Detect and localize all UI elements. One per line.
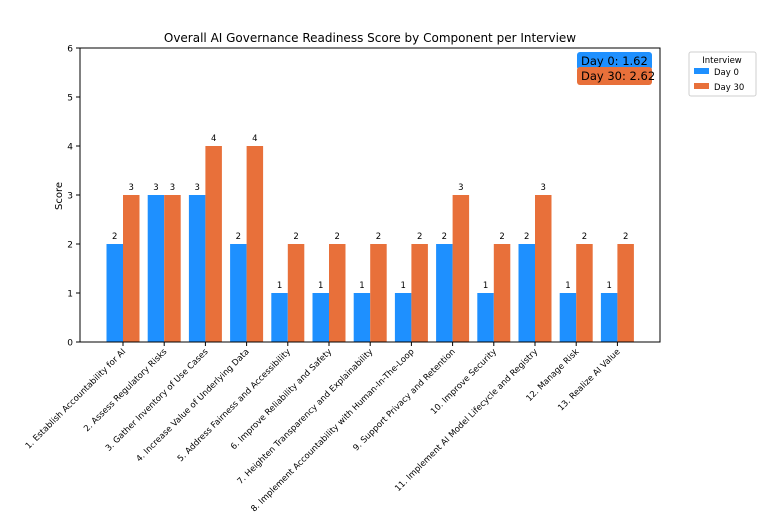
chart-title: Overall AI Governance Readiness Score by… (164, 31, 576, 45)
average-day30-text: Day 30: 2.62 (581, 69, 655, 83)
bar-value-label: 1 (606, 281, 611, 291)
legend-swatch-day0 (694, 68, 709, 74)
bar-value-label: 2 (442, 232, 447, 242)
legend-swatch-day30 (694, 83, 709, 89)
bar-day0 (353, 293, 371, 342)
bar-value-label: 1 (277, 281, 282, 291)
average-badge-day30: Day 30: 2.62 (577, 67, 655, 85)
y-tick-label: 0 (67, 339, 73, 349)
bar-day0 (600, 293, 618, 342)
legend-label-day0: Day 0 (714, 68, 739, 78)
bar-day30 (370, 244, 387, 342)
legend-title: Interview (702, 56, 742, 66)
bar-day30 (246, 146, 264, 342)
bar-day30 (493, 244, 511, 342)
bar-day30 (123, 195, 140, 342)
bar-day0 (394, 293, 412, 342)
bar-value-label: 2 (112, 232, 117, 242)
bar-day0 (188, 195, 206, 342)
bar-day0 (271, 293, 288, 342)
bar-value-label: 1 (400, 281, 405, 291)
bar-value-label: 2 (236, 232, 241, 242)
bar-value-label: 2 (582, 232, 587, 242)
bar-day0 (559, 293, 577, 342)
bar-day30 (287, 244, 305, 342)
y-tick-label: 3 (67, 192, 73, 202)
average-day0-text: Day 0: 1.62 (581, 54, 648, 68)
bar-value-label: 2 (376, 232, 381, 242)
bar-value-label: 3 (194, 183, 199, 193)
bar-day0 (436, 244, 453, 342)
bar-day30 (411, 244, 428, 342)
bar-day30 (535, 195, 552, 342)
bar-value-label: 1 (483, 281, 488, 291)
bar-day30 (576, 244, 593, 342)
bar-day30 (205, 146, 222, 342)
bar-value-label: 3 (170, 183, 175, 193)
y-tick-label: 1 (67, 290, 73, 300)
bar-value-label: 3 (153, 183, 158, 193)
bar-day30 (329, 244, 346, 342)
bar-day0 (106, 244, 123, 342)
y-axis-label: Score (54, 182, 65, 210)
y-tick-label: 4 (67, 143, 73, 153)
plot-frame (79, 47, 661, 343)
bar-value-label: 2 (417, 232, 422, 242)
bar-value-label: 2 (293, 232, 298, 242)
bar-value-label: 3 (458, 183, 463, 193)
y-tick-label: 5 (67, 94, 73, 104)
bar-day0 (518, 244, 535, 342)
average-badge-day0: Day 0: 1.62 (577, 52, 652, 70)
bar-day0 (147, 195, 165, 342)
bar-day0 (230, 244, 247, 342)
bar-value-label: 1 (565, 281, 570, 291)
bar-value-label: 2 (335, 232, 340, 242)
bar-value-label: 1 (318, 281, 323, 291)
bar-value-label: 2 (499, 232, 504, 242)
x-tick-label: 11. Implement AI Model Lifecycle and Reg… (393, 347, 540, 494)
bar-day0 (312, 293, 329, 342)
legend: Interview Day 0 Day 30 (688, 51, 757, 97)
legend-label-day30: Day 30 (714, 83, 744, 93)
bar-value-label: 2 (623, 232, 628, 242)
bar-value-label: 4 (252, 134, 257, 144)
bar-value-label: 2 (524, 232, 529, 242)
y-tick-label: 2 (67, 241, 73, 251)
bar-value-label: 3 (129, 183, 134, 193)
bar-value-label: 3 (541, 183, 546, 193)
bar-day30 (164, 195, 181, 342)
y-tick-label: 6 (67, 45, 73, 55)
bar-day0 (477, 293, 494, 342)
bar-day30 (617, 244, 634, 342)
bar-day30 (452, 195, 470, 342)
bar-value-label: 4 (211, 134, 216, 144)
bar-value-label: 1 (359, 281, 364, 291)
x-tick-label: 2. Assess Regulatory Risks (82, 347, 170, 435)
